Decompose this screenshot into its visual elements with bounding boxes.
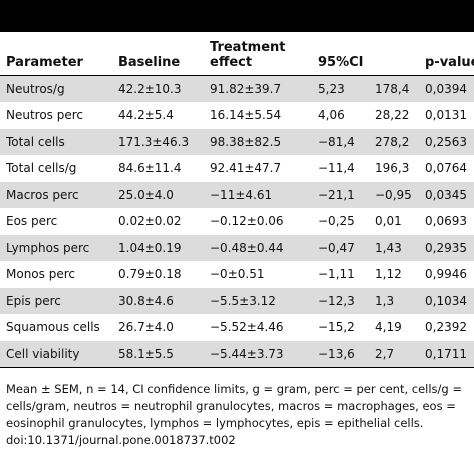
cell-baseline: 1.04±0.19 (118, 234, 210, 262)
cell-ci-high: −0,95 (375, 181, 425, 209)
table-body: Neutros/g 42.2±10.3 91.82±39.7 5,23 178,4 0,0… (0, 75, 474, 368)
cell-ci-low: −0,47 (318, 234, 375, 262)
cell-parameter: Total cells (0, 128, 118, 156)
cell-pvalue: 0,0394 (425, 75, 474, 103)
footnote-doi: doi:10.1371/journal.pone.0018737.t002 (6, 432, 236, 447)
table-row: Lymphos perc 1.04±0.19 −0.48±0.44 −0,47 1,43… (0, 234, 474, 262)
cell-parameter: Monos perc (0, 261, 118, 288)
cell-parameter: Eos perc (0, 208, 118, 235)
header-treatment-line1: Treatment (210, 40, 286, 55)
cell-treatment-effect: −5.44±3.73 (210, 340, 318, 368)
cell-ci-high: 4,19 (375, 314, 425, 341)
cell-ci-high: 196,3 (375, 155, 425, 182)
cell-baseline: 25.0±4.0 (118, 181, 210, 209)
cell-pvalue: 0,1711 (425, 340, 474, 368)
header-parameter: Parameter (0, 32, 118, 76)
cell-baseline: 0.02±0.02 (118, 208, 210, 235)
header-baseline: Baseline (118, 32, 210, 76)
cell-ci-low: −13,6 (318, 340, 375, 368)
cell-baseline: 0.79±0.18 (118, 261, 210, 288)
cell-parameter: Squamous cells (0, 314, 118, 341)
cell-treatment-effect: −0.12±0.06 (210, 208, 318, 235)
cell-pvalue: 0,0693 (425, 208, 474, 235)
table-row: Squamous cells 26.7±4.0 −5.52±4.46 −15,2 4,1… (0, 314, 474, 341)
cell-ci-low: −1,11 (318, 261, 375, 288)
table-row: Macros perc 25.0±4.0 −11±4.61 −21,1 −0,95 0,0… (0, 181, 474, 209)
cell-parameter: Neutros perc (0, 102, 118, 129)
cell-baseline: 26.7±4.0 (118, 314, 210, 341)
cell-ci-high: 0,01 (375, 208, 425, 235)
cell-ci-low: −15,2 (318, 314, 375, 341)
cell-ci-high: 1,43 (375, 234, 425, 262)
cell-treatment-effect: 91.82±39.7 (210, 75, 318, 103)
cell-ci-high: 28,22 (375, 102, 425, 129)
cell-baseline: 30.8±4.6 (118, 287, 210, 315)
header-ci-high (375, 32, 425, 76)
cell-parameter: Cell viability (0, 340, 118, 368)
cell-baseline: 171.3±46.3 (118, 128, 210, 156)
cell-baseline: 44.2±5.4 (118, 102, 210, 129)
table-row: Monos perc 0.79±0.18 −0±0.51 −1,11 1,12 0,994… (0, 261, 474, 288)
table-row: Eos perc 0.02±0.02 −0.12±0.06 −0,25 0,01 0,06… (0, 208, 474, 235)
cell-ci-high: 2,7 (375, 340, 425, 368)
cell-pvalue: 0,1034 (425, 287, 474, 315)
header-row: Parameter Baseline Treatment effect 95%CI… (0, 32, 474, 76)
cell-ci-low: −21,1 (318, 181, 375, 209)
header-pvalue: p-value (425, 32, 474, 76)
cell-ci-low: 5,23 (318, 75, 375, 103)
cell-pvalue: 0,2563 (425, 128, 474, 156)
cell-pvalue: 0,2392 (425, 314, 474, 341)
cell-ci-low: −0,25 (318, 208, 375, 235)
cell-pvalue: 0,0131 (425, 102, 474, 129)
cell-parameter: Epis perc (0, 287, 118, 315)
cell-treatment-effect: −0±0.51 (210, 261, 318, 288)
header-ci: 95%CI (318, 32, 375, 76)
table-top-bar (0, 0, 474, 32)
cell-ci-low: 4,06 (318, 102, 375, 129)
cell-treatment-effect: −0.48±0.44 (210, 234, 318, 262)
cell-pvalue: 0,2935 (425, 234, 474, 262)
header-treatment-effect: Treatment effect (210, 32, 318, 76)
cell-ci-low: −11,4 (318, 155, 375, 182)
cell-parameter: Total cells/g (0, 155, 118, 182)
cell-ci-high: 178,4 (375, 75, 425, 103)
cell-treatment-effect: 98.38±82.5 (210, 128, 318, 156)
cell-ci-high: 278,2 (375, 128, 425, 156)
cell-treatment-effect: −5.5±3.12 (210, 287, 318, 315)
table-footnote: Mean ± SEM, n = 14, CI confidence limits… (0, 368, 474, 449)
cell-ci-low: −81,4 (318, 128, 375, 156)
footnote-text: Mean ± SEM, n = 14, CI confidence limits… (6, 381, 463, 430)
cell-pvalue: 0,0764 (425, 155, 474, 182)
table-row: Neutros/g 42.2±10.3 91.82±39.7 5,23 178,4 0,0… (0, 75, 474, 103)
cell-baseline: 58.1±5.5 (118, 340, 210, 368)
cell-ci-high: 1,3 (375, 287, 425, 315)
cell-parameter: Lymphos perc (0, 234, 118, 262)
cell-ci-high: 1,12 (375, 261, 425, 288)
cell-treatment-effect: 92.41±47.7 (210, 155, 318, 182)
cell-treatment-effect: −11±4.61 (210, 181, 318, 209)
table-row: Total cells 171.3±46.3 98.38±82.5 −81,4 278,… (0, 128, 474, 156)
results-table: Parameter Baseline Treatment effect 95%CI… (0, 32, 474, 368)
table-row: Total cells/g 84.6±11.4 92.41±47.7 −11,4 196… (0, 155, 474, 182)
cell-pvalue: 0,9946 (425, 261, 474, 288)
table-row: Epis perc 30.8±4.6 −5.5±3.12 −12,3 1,3 0,1034 (0, 287, 474, 315)
cell-parameter: Macros perc (0, 181, 118, 209)
cell-baseline: 42.2±10.3 (118, 75, 210, 103)
cell-parameter: Neutros/g (0, 75, 118, 103)
header-treatment-line2: effect (210, 55, 253, 70)
table-row: Cell viability 58.1±5.5 −5.44±3.73 −13,6 2,7… (0, 340, 474, 368)
cell-treatment-effect: −5.52±4.46 (210, 314, 318, 341)
cell-treatment-effect: 16.14±5.54 (210, 102, 318, 129)
cell-baseline: 84.6±11.4 (118, 155, 210, 182)
table-row: Neutros perc 44.2±5.4 16.14±5.54 4,06 28,22 0… (0, 102, 474, 129)
cell-ci-low: −12,3 (318, 287, 375, 315)
cell-pvalue: 0,0345 (425, 181, 474, 209)
